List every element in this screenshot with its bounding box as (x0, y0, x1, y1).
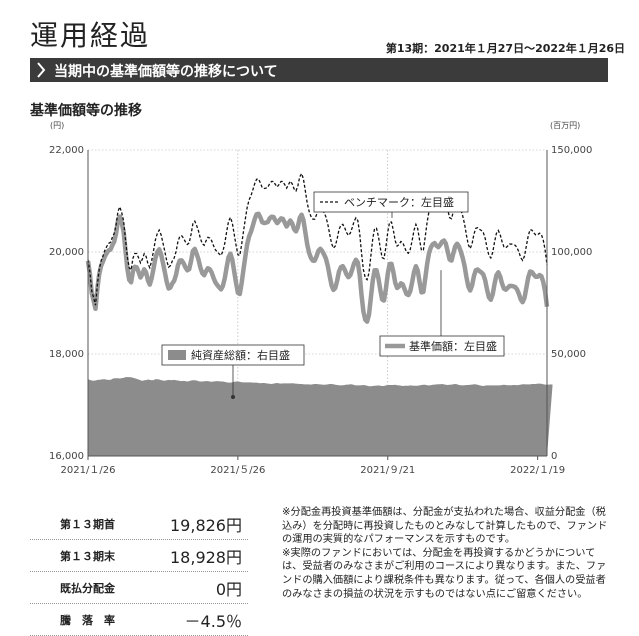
chart-axes: 22,000 150,000 20,000 100,000 18,000 50,000 16… (49, 145, 592, 476)
x-tick-label: 2022/１/19 (510, 465, 565, 476)
chevron-right-icon (37, 62, 46, 78)
right-tick-label: 0 (551, 451, 557, 462)
table-row: 第１３期末 18,928円 (30, 539, 248, 572)
left-tick-label: 22,000 (49, 145, 84, 156)
assets-area-group (88, 377, 553, 456)
legend-leader-dot (231, 395, 235, 399)
nav-chart: 22,000 150,000 20,000 100,000 18,000 50,000 16… (49, 121, 592, 476)
stat-label: 第１３期首 (30, 508, 151, 540)
stat-label: 騰 落 率 (30, 603, 151, 636)
stat-value: 18,928円 (151, 539, 248, 572)
right-axis-unit: (百万円) (550, 121, 580, 130)
legend-label-assets: 純資産総額：右目盛 (191, 348, 290, 362)
x-tick-label: 2021/５/26 (210, 465, 265, 476)
assets-area (88, 377, 553, 456)
nav-line (85, 211, 550, 324)
left-axis-unit: (円) (50, 121, 64, 130)
legend-label-nav: 基準価額：左目盛 (409, 339, 497, 353)
x-tick-label: 2021/１/26 (61, 465, 116, 476)
x-tick-label: 2021/９/21 (360, 465, 415, 476)
stat-value: 0円 (151, 571, 248, 604)
footnotes: ※分配金再投資基準価額は、分配金が支払われた場合、収益分配金（税込み）を分配時に… (282, 506, 612, 601)
right-tick-label: 150,000 (551, 145, 592, 156)
right-tick-label: 50,000 (551, 349, 586, 360)
stat-label: 第１３期末 (30, 539, 151, 572)
banner-title: 当期中の基準価額等の推移について (54, 64, 278, 80)
stat-label: 既払分配金 (30, 571, 151, 604)
section-banner: 当期中の基準価額等の推移について (30, 58, 608, 82)
legend-label-benchmark: ベンチマーク：左目盛 (344, 195, 454, 209)
page-title: 運用経過 (30, 19, 151, 52)
right-tick-label: 100,000 (551, 247, 592, 258)
table-row: 既払分配金 0円 (30, 571, 248, 604)
chart-section-title: 基準価額等の推移 (30, 103, 142, 119)
table-row: 騰 落 率 －4.5％ (30, 603, 248, 636)
stats-table: 第１３期首 19,826円 第１３期末 18,928円 既払分配金 0円 騰 落… (30, 508, 248, 636)
left-tick-label: 16,000 (49, 451, 84, 462)
legend-box-nav (379, 335, 505, 357)
left-tick-label: 20,000 (49, 247, 84, 258)
footnote: ※分配金再投資基準価額は、分配金が支払われた場合、収益分配金（税込み）を分配時に… (282, 507, 608, 546)
fiscal-period: 第13期：2021年１月27日～2022年１月26日 (385, 42, 625, 55)
footnote: ※実際のファンドにおいては、分配金を再投資するかどうかについては、受益者のみなさ… (282, 547, 607, 600)
legend-swatch-assets (168, 350, 186, 360)
stat-value: －4.5％ (151, 603, 248, 636)
left-tick-label: 18,000 (49, 349, 84, 360)
legend-box-benchmark (313, 191, 469, 213)
stat-value: 19,826円 (151, 508, 248, 540)
table-row: 第１３期首 19,826円 (30, 508, 248, 540)
